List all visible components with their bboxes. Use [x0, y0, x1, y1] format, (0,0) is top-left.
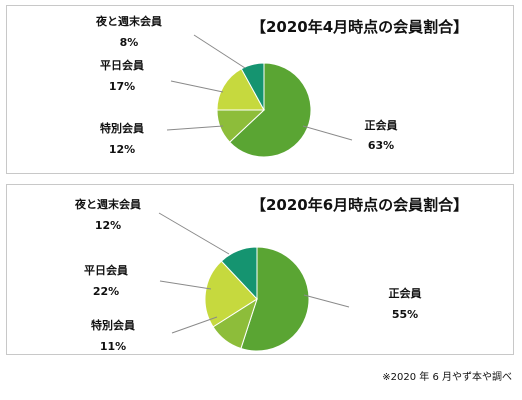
pie-slice-regular: [229, 62, 312, 158]
pie-slice-night-weekend: [240, 62, 265, 111]
slice-value-special: 12%: [109, 143, 135, 156]
slice-value-special: 11%: [100, 340, 126, 353]
pie-chart-panel-april: 【2020年4月時点の会員割合】 正会員 63% 特別会員 12% 平日会員 1…: [6, 5, 514, 174]
slice-name-night-weekend: 夜と週末会員: [74, 197, 141, 211]
leader-line-weekday: [159, 280, 212, 290]
leader-line-night-weekend: [158, 212, 230, 255]
slice-value-weekday: 22%: [93, 285, 119, 298]
leader-line-special: [171, 316, 218, 334]
slice-value-weekday: 17%: [109, 80, 135, 93]
slice-value-regular: 63%: [368, 139, 394, 152]
slice-name-weekday: 平日会員: [100, 58, 144, 72]
pie-chart-april: 【2020年4月時点の会員割合】 正会員 63% 特別会員 12% 平日会員 1…: [95, 14, 468, 158]
slice-name-special: 特別会員: [91, 318, 135, 332]
pie-chart-panel-june: 【2020年6月時点の会員割合】 正会員 55% 特別会員 11% 平日会員 2…: [6, 184, 514, 355]
source-note: ※2020 年 6 月やず本や調べ: [382, 372, 512, 383]
slice-value-regular: 55%: [392, 308, 418, 321]
pie-chart-june: 【2020年6月時点の会員割合】 正会員 55% 特別会員 11% 平日会員 2…: [74, 196, 468, 353]
pie-slice-regular: [240, 246, 310, 352]
pie-slice-weekday: [216, 68, 265, 111]
pie-slice-night-weekend: [220, 246, 258, 301]
pie-slice-weekday: [204, 260, 258, 328]
leader-line-special: [166, 125, 224, 131]
slice-name-special: 特別会員: [100, 121, 144, 135]
slice-name-weekday: 平日会員: [84, 263, 128, 277]
leader-line-regular: [302, 125, 353, 141]
leader-line-weekday: [170, 80, 224, 93]
slice-name-night-weekend: 夜と週末会員: [95, 14, 162, 28]
leader-line-regular: [303, 294, 350, 308]
chart-title: 【2020年4月時点の会員割合】: [251, 18, 468, 36]
slice-value-night-weekend: 12%: [95, 219, 121, 232]
leader-line-night-weekend: [193, 34, 246, 69]
chart-title: 【2020年6月時点の会員割合】: [251, 196, 468, 214]
slice-name-regular: 正会員: [389, 286, 422, 300]
slice-name-regular: 正会員: [365, 118, 398, 132]
slice-value-night-weekend: 8%: [120, 36, 139, 49]
